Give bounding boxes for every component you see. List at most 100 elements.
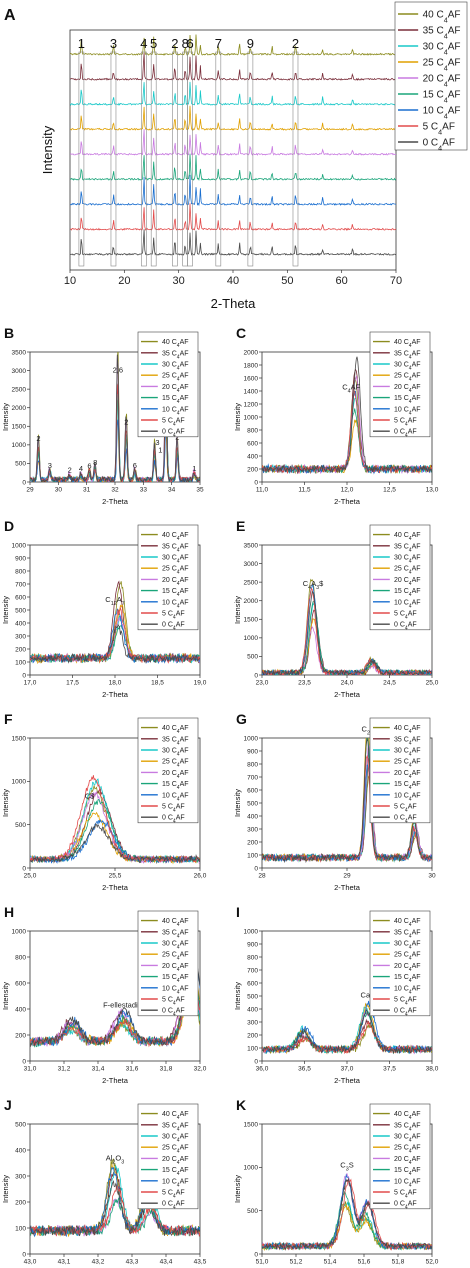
legend-entry: 20 C4AF xyxy=(162,1156,189,1166)
peak-marker xyxy=(78,51,85,267)
x-tick-label: 32,0 xyxy=(194,1066,207,1073)
series-line xyxy=(70,153,396,181)
x-tick-label: 26,0 xyxy=(194,873,207,880)
x-tick-label: 31,4 xyxy=(92,1066,105,1073)
peak-marker-label: 7 xyxy=(215,36,222,51)
peak-annotation: C12A7 xyxy=(105,595,124,607)
y-tick-label: 1500 xyxy=(12,735,27,742)
x-tick-label: 43,0 xyxy=(24,1259,37,1266)
x-tick-label: 30 xyxy=(173,275,185,287)
legend-entry: 0 C4AF xyxy=(394,622,417,632)
plot-area xyxy=(29,1123,201,1255)
series-line xyxy=(30,941,200,1048)
peak-annotation: 2,6 xyxy=(113,365,123,374)
series-line xyxy=(262,356,432,474)
x-tick-label: 37,0 xyxy=(341,1066,354,1073)
legend-entry: 25 C4AF xyxy=(162,759,189,769)
legend-entry: 25 C4AF xyxy=(394,952,421,962)
legend-entry: 30 C4AF xyxy=(162,554,189,564)
y-tick-label: 300 xyxy=(247,1019,258,1026)
y-tick-label: 1800 xyxy=(244,362,259,369)
y-tick-label: 500 xyxy=(15,1121,26,1128)
legend-entry: 5 C4AF xyxy=(162,803,185,813)
y-tick-label: 200 xyxy=(247,839,258,846)
y-tick-label: 900 xyxy=(247,941,258,948)
panel-label: I xyxy=(236,904,240,920)
peak-marker-label: 4 xyxy=(140,36,147,51)
x-tick-label: 35 xyxy=(196,487,204,494)
peak-annotation: 4 xyxy=(79,464,83,473)
legend-entry: 5 C4AF xyxy=(162,996,185,1006)
legend-entry: 10 C4AF xyxy=(162,792,189,802)
x-axis-label: 2-Theta xyxy=(102,1076,129,1085)
x-tick-label: 29 xyxy=(26,487,34,494)
y-tick-label: 0 xyxy=(254,479,258,486)
legend-entry: 25 C4AF xyxy=(394,1145,421,1155)
panel-label: F xyxy=(4,711,13,727)
y-tick-label: 600 xyxy=(15,594,26,601)
y-tick-label: 800 xyxy=(15,954,26,961)
x-axis-label: 2-Theta xyxy=(334,690,361,699)
y-tick-label: 500 xyxy=(247,1208,258,1215)
x-tick-label: 34 xyxy=(168,487,176,494)
legend-entry: 30 C4AF xyxy=(162,940,189,950)
y-tick-label: 100 xyxy=(15,659,26,666)
legend-entry: 30 C4AF xyxy=(162,747,189,757)
legend-entry: 5 C4AF xyxy=(394,803,417,813)
x-tick-label: 60 xyxy=(336,275,348,287)
peak-annotation: 3 xyxy=(48,461,52,470)
y-tick-label: 2500 xyxy=(12,386,27,393)
series-line xyxy=(70,229,396,256)
legend-entry: 35 C4AF xyxy=(394,736,421,746)
x-tick-label: 20 xyxy=(118,275,130,287)
series-line xyxy=(30,823,200,864)
legend-entry: 15 C4AF xyxy=(162,395,189,405)
legend-entry: 40 C4AF xyxy=(162,918,189,928)
x-tick-label: 31,8 xyxy=(160,1066,173,1073)
legend-entry: 30 C4AF xyxy=(394,554,421,564)
x-tick-label: 50 xyxy=(281,275,293,287)
plot-area xyxy=(261,1123,433,1255)
legend-entry: 30 C4AF xyxy=(423,42,461,57)
peak-marker xyxy=(141,51,147,267)
legend-entry: 5 C4AF xyxy=(162,610,185,620)
y-tick-label: 600 xyxy=(247,787,258,794)
x-tick-label: 13,0 xyxy=(426,487,439,494)
y-tick-label: 900 xyxy=(15,555,26,562)
y-axis-label: Intensity xyxy=(233,789,242,817)
x-tick-label: 52,0 xyxy=(426,1259,439,1266)
x-tick-label: 24,0 xyxy=(341,680,354,687)
x-tick-label: 31 xyxy=(83,487,91,494)
y-tick-label: 2000 xyxy=(244,598,259,605)
y-tick-label: 800 xyxy=(15,568,26,575)
y-tick-label: 400 xyxy=(15,1006,26,1013)
panel-C: C 11,0 11,5 12,0 12,5 13,0 0 200 400 600 800 1000 12… xyxy=(233,325,439,506)
y-tick-label: 1000 xyxy=(244,635,259,642)
panel-label: E xyxy=(236,518,245,534)
peak-annotation: F-ellestadite xyxy=(103,1001,144,1010)
legend-entry: 35 C4AF xyxy=(423,26,461,41)
panel-label: A xyxy=(4,7,16,24)
plot-area xyxy=(69,29,397,271)
x-tick-label: 38,0 xyxy=(426,1066,439,1073)
y-axis-label: Intensity xyxy=(233,982,242,1010)
y-tick-label: 200 xyxy=(247,1032,258,1039)
legend-entry: 5 C4AF xyxy=(394,610,417,620)
legend-entry: 20 C4AF xyxy=(162,770,189,780)
y-tick-label: 1000 xyxy=(12,442,27,449)
legend-entry: 35 C4AF xyxy=(162,350,189,360)
series-line xyxy=(70,105,396,131)
x-tick-label: 37,5 xyxy=(383,1066,396,1073)
x-tick-label: 25,5 xyxy=(109,873,122,880)
legend-entry: 10 C4AF xyxy=(394,985,421,995)
legend-entry: 0 C4AF xyxy=(394,815,417,825)
series-line xyxy=(70,52,396,81)
x-axis-label: 2-Theta xyxy=(334,497,361,506)
y-tick-label: 2500 xyxy=(244,579,259,586)
y-tick-label: 100 xyxy=(247,1045,258,1052)
legend-entry: 10 C4AF xyxy=(394,599,421,609)
legend-entry: 0 C4AF xyxy=(162,815,185,825)
y-tick-label: 800 xyxy=(247,427,258,434)
x-tick-label: 43,1 xyxy=(58,1259,71,1266)
